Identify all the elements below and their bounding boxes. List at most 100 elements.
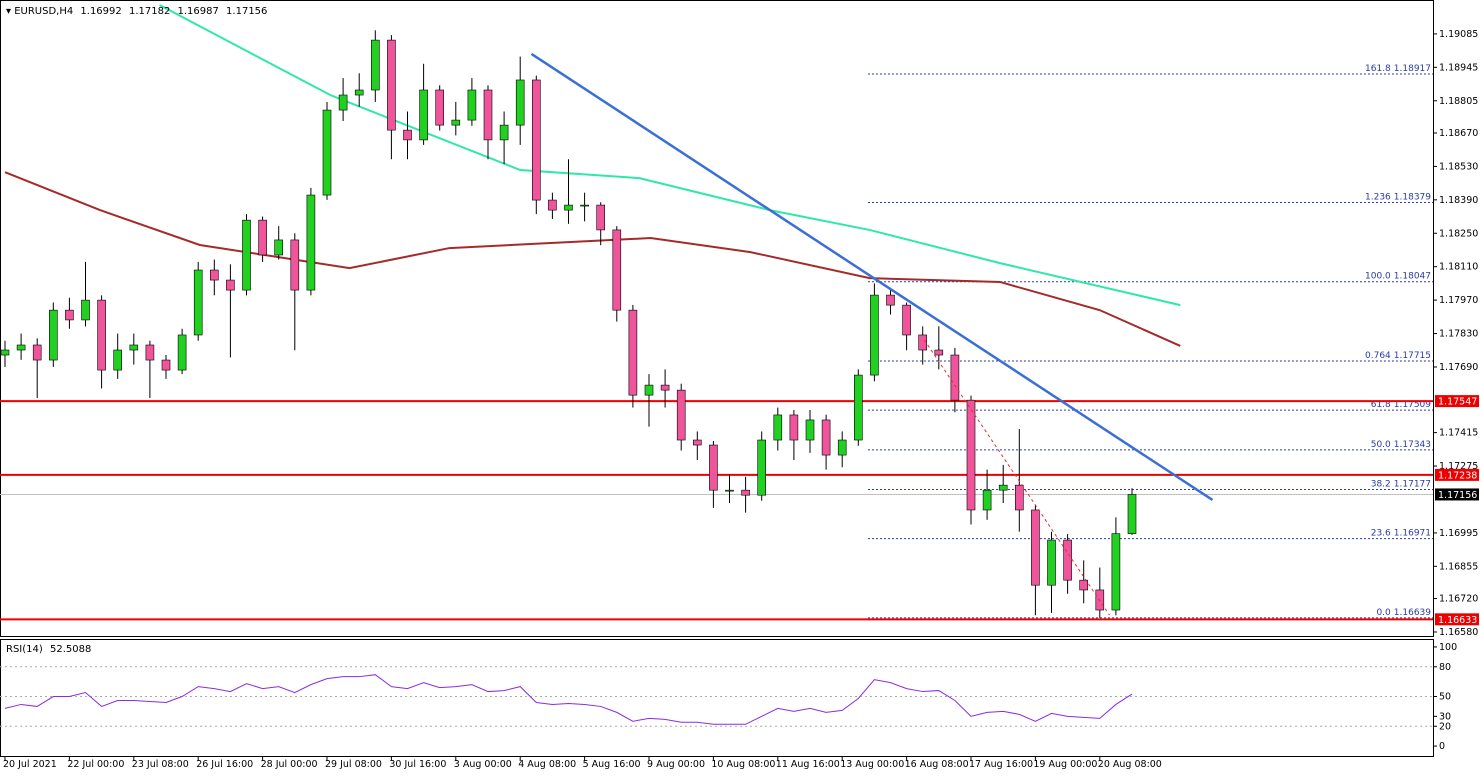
rsi-header: RSI(14) 52.5088 [6, 644, 91, 655]
candle-body [886, 294, 895, 306]
fib-price: 1.18379 [1394, 192, 1431, 202]
y-tick-label: 1.19085 [1439, 29, 1478, 40]
candle-body [725, 489, 734, 492]
candle-body [226, 279, 235, 291]
y-tick-label: 1.17970 [1439, 295, 1478, 306]
current-price-box [1435, 488, 1479, 501]
candle-body [274, 239, 284, 256]
candle-body [612, 229, 622, 311]
fib-ratio: 100.0 [1365, 272, 1391, 282]
candle-body [998, 484, 1008, 491]
candle-body [81, 299, 90, 321]
rsi-tick-label: 20 [1439, 721, 1451, 732]
x-tick-label: 17 Aug 16:00 [969, 759, 1033, 770]
candle-body [451, 119, 461, 126]
x-tick-label: 13 Aug 00:00 [840, 759, 904, 770]
fib-ratio: 1.236 [1365, 192, 1391, 202]
candle-body [580, 204, 589, 207]
fib-price: 1.18047 [1394, 272, 1431, 282]
rsi-title: RSI(14) [6, 644, 43, 655]
y-tick-label: 1.18670 [1439, 128, 1478, 139]
close-value: 1.17156 [226, 6, 267, 17]
x-tick-label: 19 Aug 00:00 [1033, 759, 1097, 770]
candle-body [370, 39, 380, 91]
candle-body [419, 89, 428, 141]
y-tick-label: 1.18530 [1439, 161, 1478, 172]
x-tick-label: 9 Aug 00:00 [647, 759, 705, 770]
x-tick-label: 3 Aug 00:00 [454, 759, 512, 770]
candle-body [1014, 484, 1024, 511]
current-price-label: 1.17156 [1438, 490, 1477, 501]
x-tick-label: 30 Jul 16:00 [389, 759, 446, 770]
rsi-tick-label: 0 [1439, 741, 1445, 752]
candle-body [564, 204, 573, 211]
candle-body [354, 89, 364, 96]
candle-body [467, 89, 477, 121]
rsi-line [4, 674, 1133, 725]
candle-body [709, 444, 718, 491]
candle-body [113, 349, 122, 371]
candle-body [258, 219, 267, 256]
open-value: 1.16992 [80, 6, 121, 17]
candle-body [902, 304, 911, 336]
moving-average [159, 4, 1181, 307]
y-tick-label: 1.17415 [1439, 428, 1478, 439]
x-tick-label: 20 Jul 2021 [3, 759, 57, 770]
candle-body [338, 94, 348, 111]
candle-body [1031, 509, 1040, 586]
candle-body [483, 89, 493, 141]
trendline [530, 52, 1214, 501]
candle-body [982, 489, 992, 511]
x-tick-label: 28 Jul 00:00 [261, 759, 318, 770]
candle-body [531, 79, 541, 201]
candle-body [918, 334, 928, 351]
low-value: 1.16987 [178, 6, 219, 17]
candle-body [837, 439, 847, 456]
y-tick-label: 1.16855 [1439, 561, 1478, 572]
fib-price: 1.17715 [1394, 351, 1431, 361]
y-tick-label: 1.17690 [1439, 362, 1478, 373]
candle-body [97, 299, 106, 371]
x-tick-label: 29 Jul 08:00 [325, 759, 382, 770]
x-tick-label: 5 Aug 16:00 [583, 759, 641, 770]
fib-label: 100.0 1.18047 [1365, 272, 1431, 282]
x-tick-label: 4 Aug 08:00 [518, 759, 576, 770]
main-panel [0, 0, 1434, 637]
y-tick-label: 1.17275 [1439, 461, 1478, 472]
fib-price: 1.18917 [1394, 64, 1431, 74]
rsi-tick-label: 30 [1439, 711, 1451, 722]
candle-body [805, 419, 815, 441]
level-price-label: 1.17238 [1438, 470, 1477, 481]
symbol: EURUSD,H4 [14, 6, 73, 17]
candle-body [741, 489, 750, 496]
rsi-value: 52.5088 [50, 644, 91, 655]
fib-ratio: 50.0 [1371, 440, 1391, 450]
y-tick-label: 1.18805 [1439, 96, 1478, 107]
level-price-label: 1.17547 [1438, 397, 1477, 408]
x-tick-label: 22 Jul 00:00 [67, 759, 124, 770]
candle-body [403, 129, 412, 141]
candle-body [0, 349, 10, 356]
fib-price: 1.17343 [1394, 440, 1431, 450]
fib-price: 1.17177 [1394, 479, 1431, 489]
x-tick-label: 11 Aug 16:00 [776, 759, 840, 770]
candle-body [757, 439, 767, 496]
candle-body [515, 79, 525, 126]
candle-body [676, 389, 686, 441]
x-tick-label: 23 Jul 08:00 [132, 759, 189, 770]
level-price-label: 1.16633 [1438, 615, 1477, 626]
fib-ratio: 161.8 [1365, 64, 1391, 74]
candle-body [660, 384, 670, 391]
level-price-box [1435, 613, 1479, 626]
x-tick-label: 26 Jul 16:00 [196, 759, 253, 770]
candle-body [48, 309, 58, 361]
fib-label: 61.8 1.17509 [1371, 400, 1432, 410]
candle-body [1079, 579, 1088, 591]
candle-body [596, 204, 606, 231]
candle-body [950, 354, 960, 401]
y-tick-label: 1.18945 [1439, 62, 1478, 73]
fib-price: 1.17509 [1394, 400, 1431, 410]
candle-body [692, 439, 702, 446]
fib-ratio: 0.764 [1365, 351, 1391, 361]
